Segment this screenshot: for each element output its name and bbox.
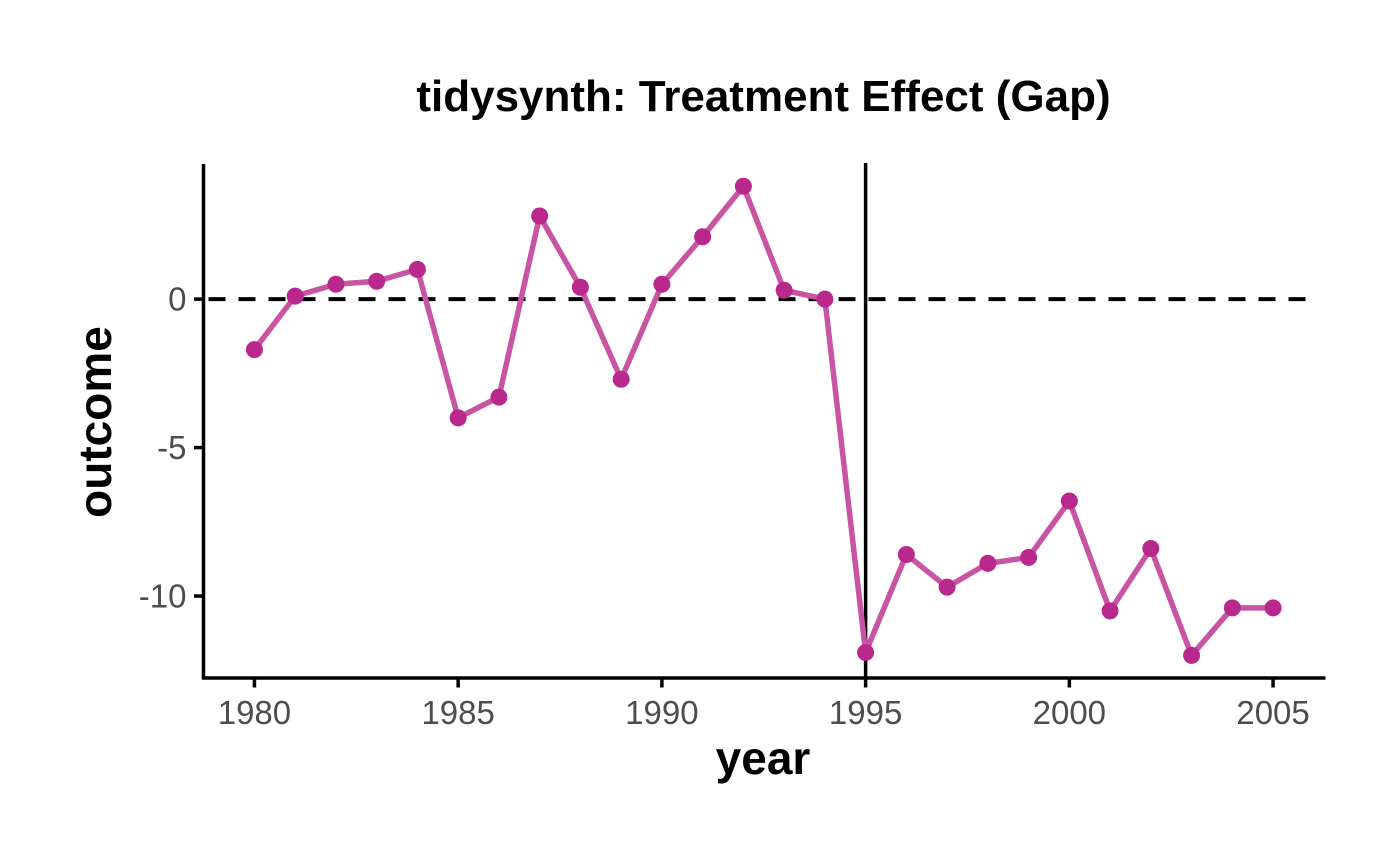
y-tick-label: -5 xyxy=(157,429,186,466)
y-tick-label: 0 xyxy=(168,281,186,318)
data-point xyxy=(897,545,915,563)
data-point xyxy=(490,388,508,406)
data-point xyxy=(245,341,263,359)
data-point xyxy=(1223,599,1241,617)
x-tick-label: 2000 xyxy=(1033,694,1106,731)
data-point xyxy=(531,207,549,225)
data-point xyxy=(816,290,834,308)
data-point xyxy=(938,578,956,596)
data-point xyxy=(449,409,467,427)
data-point xyxy=(408,260,426,278)
data-point xyxy=(368,272,386,290)
data-point xyxy=(857,643,875,661)
data-point xyxy=(734,177,752,195)
data-point xyxy=(775,281,793,299)
data-point xyxy=(571,278,589,296)
data-point xyxy=(694,228,712,246)
data-point xyxy=(1060,492,1078,510)
x-tick-label: 1990 xyxy=(625,694,698,731)
data-point xyxy=(1142,540,1160,558)
x-tick-label: 2005 xyxy=(1236,694,1309,731)
chart-title: tidysynth: Treatment Effect (Gap) xyxy=(416,72,1111,121)
x-tick-label: 1985 xyxy=(421,694,494,731)
x-axis-title: year xyxy=(715,732,811,784)
data-point xyxy=(286,287,304,305)
data-point xyxy=(1101,602,1119,620)
data-point xyxy=(1020,548,1038,566)
data-point xyxy=(1264,599,1282,617)
data-point xyxy=(1183,646,1201,664)
x-tick-label: 1980 xyxy=(218,694,291,731)
data-point xyxy=(979,554,997,572)
x-tick-label: 1995 xyxy=(829,694,902,731)
gap-line xyxy=(252,183,1274,659)
data-point xyxy=(653,275,671,293)
data-point xyxy=(612,370,630,388)
data-point xyxy=(327,275,345,293)
y-tick-label: -10 xyxy=(139,578,187,615)
